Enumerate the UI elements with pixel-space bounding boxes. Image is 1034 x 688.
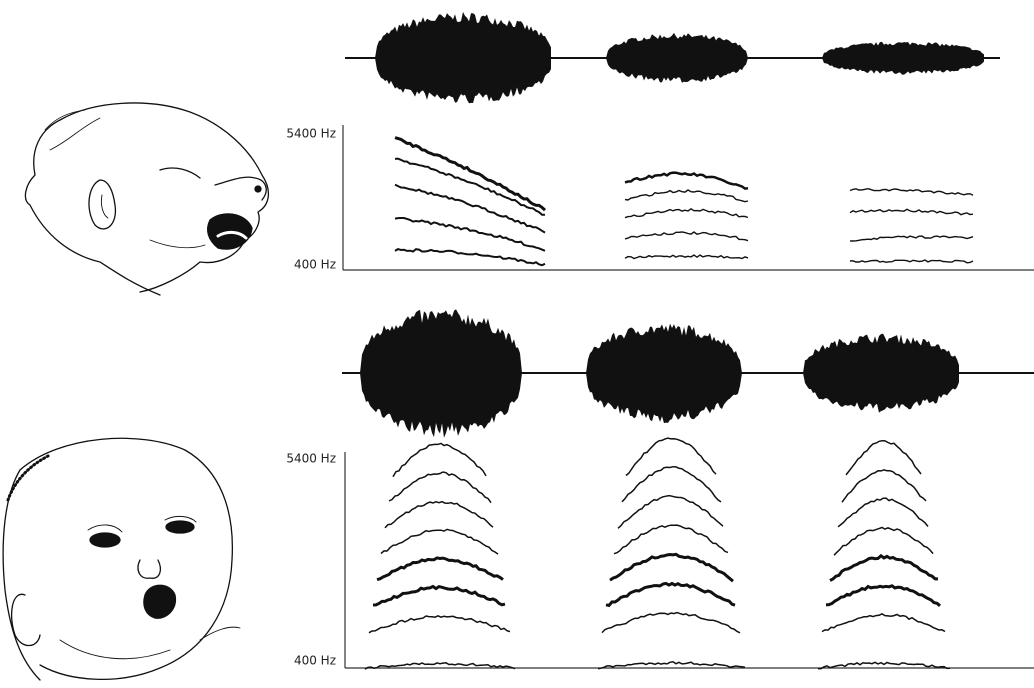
harmonic-trace <box>625 173 748 189</box>
waveform <box>375 12 551 103</box>
harmonic-trace <box>602 613 740 633</box>
harmonic-trace <box>826 586 940 606</box>
harmonic-trace <box>625 209 748 218</box>
harmonic-trace <box>625 255 748 258</box>
harmonic-trace <box>822 614 945 632</box>
harmonic-trace <box>614 525 728 554</box>
harmonic-trace <box>842 470 926 502</box>
frequency-max-label: 5400 Hz <box>286 452 336 466</box>
harmonic-trace <box>369 616 510 633</box>
harmonic-trace <box>389 472 491 503</box>
waveform <box>822 42 984 75</box>
harmonic-trace <box>395 185 545 233</box>
figure: 5400 Hz 400 Hz 5400 Hz 400 Hz <box>0 0 1034 688</box>
crying-baby-drawing <box>25 103 268 295</box>
harmonic-trace <box>393 443 486 476</box>
waveform <box>586 324 742 423</box>
frequency-min-label: 400 Hz <box>294 258 336 272</box>
frequency-max-label: 5400 Hz <box>286 127 336 141</box>
harmonic-trace <box>385 502 493 528</box>
harmonic-trace <box>850 189 973 196</box>
harmonic-trace <box>395 138 545 210</box>
harmonic-trace <box>395 249 545 265</box>
harmonic-trace <box>626 438 716 475</box>
harmonic-trace <box>838 498 928 527</box>
harmonic-trace <box>381 529 498 554</box>
harmonic-trace <box>618 496 723 529</box>
frequency-min-label: 400 Hz <box>294 654 336 668</box>
harmonic-trace <box>377 558 503 580</box>
harmonic-trace <box>850 236 973 241</box>
harmonic-trace <box>834 528 933 556</box>
harmonic-trace <box>373 587 505 606</box>
waveform <box>606 33 748 83</box>
calm-baby-drawing <box>3 438 240 680</box>
harmonic-trace <box>850 260 973 263</box>
harmonic-trace <box>830 556 938 581</box>
page: 5400 Hz 400 Hz 5400 Hz 400 Hz (() => { c… <box>0 0 1034 688</box>
harmonic-trace <box>606 583 735 605</box>
waveform <box>360 309 522 438</box>
harmonic-trace <box>850 209 973 214</box>
harmonic-trace <box>395 159 545 215</box>
harmonic-trace <box>625 232 748 241</box>
harmonic-trace <box>625 190 748 202</box>
waveform <box>803 334 959 413</box>
harmonic-trace <box>610 554 733 581</box>
